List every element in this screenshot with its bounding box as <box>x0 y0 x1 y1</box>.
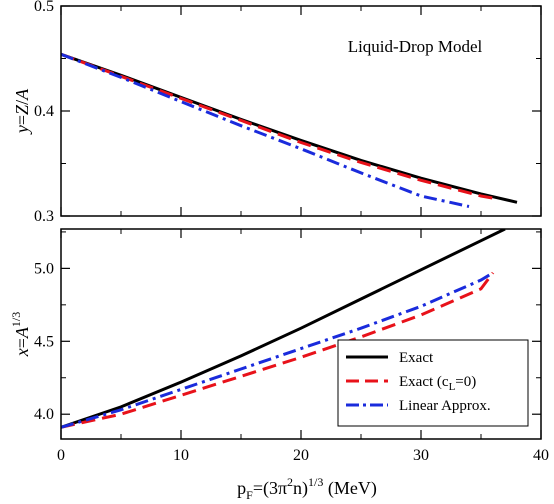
legend: Exact Exact (cL=0) Linear Approx. <box>337 339 529 427</box>
x-axis-label: pF=(3π2n)1/3 (MeV) <box>237 475 377 502</box>
top-ticks: 0.3 0.4 0.5 <box>34 0 542 225</box>
top-panel: 0.3 0.4 0.5 Liquid-Drop Model y=Z/A <box>12 0 542 225</box>
x-tick-label: 30 <box>413 447 429 464</box>
legend-label-exact: Exact <box>399 350 434 366</box>
bottom-series-exact <box>61 229 506 429</box>
x-tick-label: 0 <box>57 447 65 464</box>
bottom-plot-area <box>61 229 506 429</box>
top-series-linear-approx <box>61 52 470 208</box>
annotation-label: Liquid-Drop Model <box>348 37 483 56</box>
legend-label-linear: Linear Approx. <box>399 398 491 414</box>
top-series-exact <box>61 52 518 204</box>
bottom-series-exact-c-l-0 <box>61 271 495 429</box>
bottom-ytick-label: 4.0 <box>34 406 54 423</box>
bottom-ylabel: x=A1/3 <box>9 312 32 358</box>
top-ytick-label: 0.5 <box>34 0 54 15</box>
x-tick-label: 20 <box>293 447 309 464</box>
x-tick-label: 10 <box>173 447 189 464</box>
top-plot-area <box>61 52 518 208</box>
legend-box <box>337 339 529 427</box>
top-series-exact-c-l-0 <box>61 52 494 200</box>
bottom-ytick-label: 4.5 <box>34 333 54 350</box>
legend-label-exact-cl0: Exact (cL=0) <box>399 374 476 393</box>
top-ylabel: y=Z/A <box>12 88 32 135</box>
bottom-ticks: 4.0 4.5 5.0 <box>34 229 542 439</box>
top-ytick-label: 0.3 <box>34 208 54 225</box>
x-tick-labels: 0 10 20 30 40 <box>57 447 549 464</box>
bottom-panel: 4.0 4.5 5.0 x=A1/3 Exact Exact (cL=0) Line… <box>9 228 542 440</box>
top-ytick-label: 0.4 <box>34 103 54 120</box>
bottom-series-linear-approx <box>61 271 494 429</box>
bottom-ytick-label: 5.0 <box>34 260 54 277</box>
x-tick-label: 40 <box>533 447 549 464</box>
